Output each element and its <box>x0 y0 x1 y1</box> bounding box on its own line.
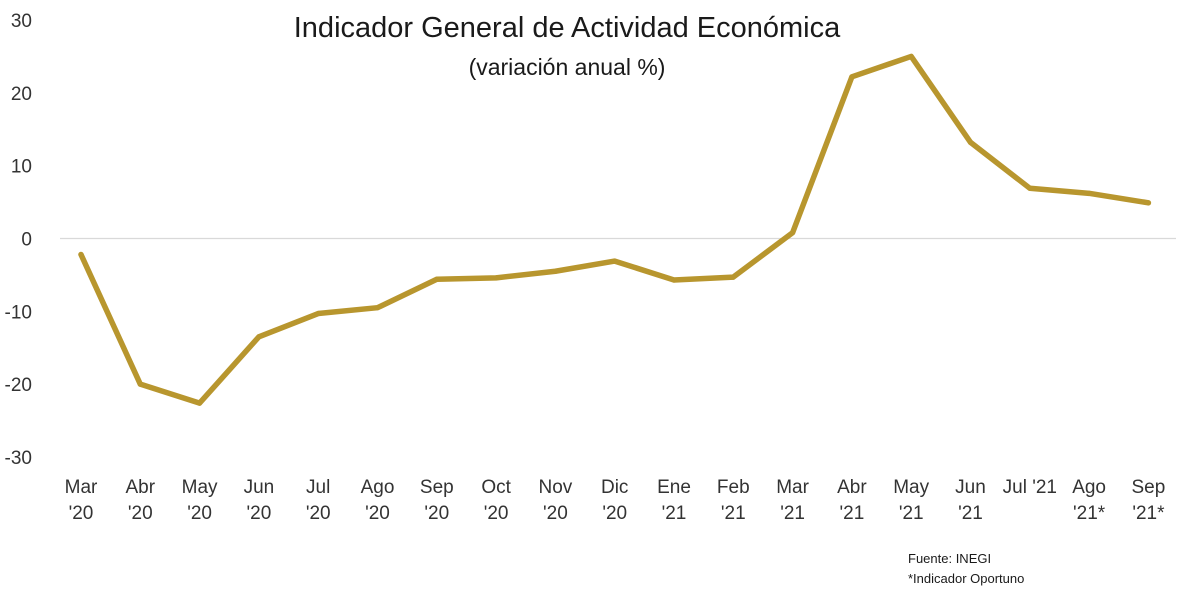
series-point <box>197 400 203 406</box>
x-tick-label-line: Sep <box>420 477 454 498</box>
x-tick-label: Sep '21* <box>1131 477 1165 524</box>
x-tick-label-line: May <box>182 477 218 498</box>
x-tick-label-line: May <box>893 477 929 498</box>
series-point <box>730 274 736 280</box>
x-tick-label: Ago '20 <box>361 477 395 524</box>
x-tick-label-line: Ago <box>1072 477 1106 498</box>
x-tick-label: Dic '20 <box>601 477 628 524</box>
x-tick-label: Sep '20 <box>420 477 454 524</box>
x-tick-label-line: '20 <box>247 503 272 524</box>
series-point <box>790 230 796 236</box>
x-tick-label-line: Sep <box>1131 477 1165 498</box>
series-line <box>78 53 1152 406</box>
y-tick-label: 20 <box>11 84 32 105</box>
series-point <box>374 305 381 311</box>
chart-title: Indicador General de Actividad Económica <box>294 12 841 44</box>
x-tick-label-line: Dic <box>601 477 628 498</box>
x-tick-label-line: Jul <box>306 477 330 498</box>
x-tick-label-line: '21 <box>780 503 805 524</box>
source-note: Fuente: INEGI <box>908 551 991 566</box>
x-tick-label-line: '20 <box>484 503 509 524</box>
x-tick-label-line: Ene <box>657 477 691 498</box>
x-tick-label: Mar '20 <box>65 477 98 524</box>
x-tick-label-line: '20 <box>306 503 331 524</box>
x-tick-label-line: Ago <box>361 477 395 498</box>
x-tick-label-line: '20 <box>543 503 568 524</box>
x-tick-label: May '20 <box>182 477 218 524</box>
series-point <box>671 277 677 283</box>
x-tick-label-line: '20 <box>187 503 212 524</box>
series-point <box>315 310 321 317</box>
y-axis: -30 -20 -10 0 10 20 30 <box>5 11 32 469</box>
x-tick-label: Jul '21 <box>1003 477 1057 498</box>
x-tick-label: Ago '21* <box>1072 477 1106 524</box>
series-point <box>849 74 855 80</box>
x-tick-label-line: Oct <box>481 477 511 498</box>
x-tick-label-line: Mar <box>65 477 98 498</box>
x-tick-label: Abr '21 <box>837 477 867 524</box>
y-tick-label: -20 <box>5 375 32 396</box>
series-point <box>1086 190 1092 196</box>
x-tick-label-line: '21* <box>1132 503 1165 524</box>
x-tick-label-line: Nov <box>539 477 573 498</box>
x-tick-label: Oct '20 <box>481 477 511 524</box>
series-point <box>493 275 499 281</box>
y-tick-label: -10 <box>5 302 32 323</box>
x-tick-label-line: Jun <box>244 477 275 498</box>
x-tick-label: Ene '21 <box>657 477 691 524</box>
x-axis: Mar '20 Abr '20 May '20 Jun '20 Jul '20 Ago '20 Sep '… <box>65 477 1166 524</box>
series-point <box>967 139 974 145</box>
notes-group: Fuente: INEGI *Indicador Oportuno <box>908 551 1024 586</box>
x-tick-label-line: Abr <box>126 477 156 498</box>
series-point <box>552 268 559 274</box>
x-tick-label-line: '21* <box>1073 503 1106 524</box>
x-tick-label-line: '21 <box>958 503 983 524</box>
x-tick-label: Feb '21 <box>717 477 750 524</box>
x-tick-label-line: Abr <box>837 477 867 498</box>
x-tick-label: Jun '21 <box>955 477 986 524</box>
series-point <box>612 258 618 264</box>
x-tick-label: May '21 <box>893 477 929 524</box>
series-point <box>908 53 914 60</box>
x-tick-label-line: Feb <box>717 477 750 498</box>
y-tick-label: 0 <box>21 230 32 251</box>
x-tick-label-line: '21 <box>721 503 746 524</box>
x-tick-label: Mar '21 <box>776 477 809 524</box>
x-tick-label-line: '21 <box>840 503 865 524</box>
x-tick-label-line: '21 <box>899 503 924 524</box>
series-point <box>1027 185 1033 191</box>
series-point <box>256 334 262 340</box>
series-point <box>1145 200 1151 206</box>
x-tick-label-line: '20 <box>365 503 390 524</box>
x-tick-label-line: Jun <box>955 477 986 498</box>
series-point <box>434 276 440 282</box>
x-tick-label: Abr '20 <box>126 477 156 524</box>
x-tick-label-line: Jul '21 <box>1003 477 1057 498</box>
series-point <box>137 381 143 387</box>
x-tick-label: Jul '20 <box>306 477 331 524</box>
x-tick-label-line: '20 <box>602 503 627 524</box>
y-tick-label: 30 <box>11 11 32 32</box>
x-tick-label-line: '20 <box>128 503 153 524</box>
y-tick-label: -30 <box>5 448 32 469</box>
x-tick-label-line: '21 <box>662 503 687 524</box>
x-tick-label: Nov '20 <box>539 477 573 524</box>
series-point <box>78 251 84 258</box>
x-tick-label-line: '20 <box>69 503 94 524</box>
x-tick-label: Jun '20 <box>244 477 275 524</box>
indicator-note: *Indicador Oportuno <box>908 571 1024 586</box>
series-group <box>78 53 1152 406</box>
x-tick-label-line: '20 <box>424 503 449 524</box>
y-tick-label: 10 <box>11 157 32 178</box>
x-tick-label-line: Mar <box>776 477 809 498</box>
chart-subtitle: (variación anual %) <box>469 54 666 80</box>
